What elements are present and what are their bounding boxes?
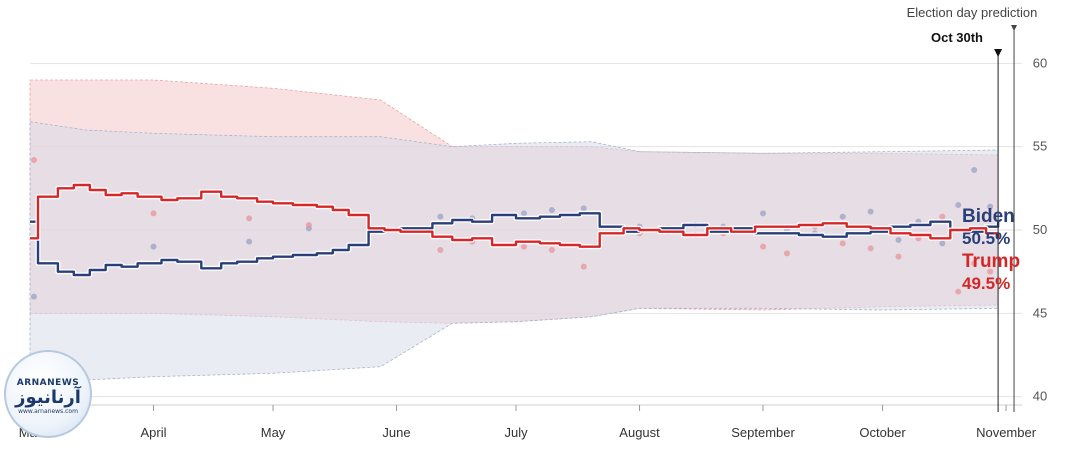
poll-dot-biden [150, 243, 157, 250]
poll-dot-trump [971, 260, 978, 267]
confidence-bands [29, 79, 999, 381]
poll-dot-biden [955, 202, 962, 208]
x-tick-label: April [140, 425, 166, 440]
poll-dot-biden [867, 208, 874, 215]
poll-dot-biden [895, 237, 902, 243]
poll-dot-biden [548, 207, 555, 213]
end-label-value-biden: 50.5% [962, 229, 1010, 248]
x-tick-label: November [976, 425, 1037, 440]
election-day-label: Election day prediction [907, 5, 1038, 20]
poll-dot-trump [760, 243, 767, 250]
poll-dot-trump [783, 250, 790, 257]
series-lines [30, 182, 1001, 278]
poll-dot-trump [580, 263, 587, 270]
poll-dot-trump [246, 215, 253, 222]
annotations: Election day prediction Oct 30th [907, 5, 1038, 45]
current-date-arrow [994, 49, 1003, 57]
poll-dot-trump [867, 245, 874, 252]
y-tick-label: 55 [1033, 139, 1047, 154]
poll-dot-biden [987, 203, 994, 210]
end-labels: Biden 50.5% Trump 49.5% [962, 206, 1020, 293]
poll-dot-biden [760, 210, 767, 217]
poll-dot-trump [895, 253, 902, 260]
x-tick-label: June [382, 425, 410, 440]
poll-dot-biden [30, 293, 37, 300]
poll-dot-trump [939, 213, 946, 220]
x-tick-label: October [859, 425, 906, 440]
current-date-label: Oct 30th [931, 30, 983, 45]
poll-dot-biden [580, 205, 587, 212]
end-label-value-trump: 49.5% [962, 274, 1010, 293]
line-trump [30, 183, 1000, 248]
poll-dot-trump [150, 210, 157, 217]
y-tick-label: 40 [1033, 389, 1047, 404]
band-biden [29, 121, 999, 381]
watermark-logo: ARNANEWS آرنانیوز www.arnanews.com [4, 350, 92, 438]
poll-dot-trump [305, 222, 312, 228]
end-label-name-trump: Trump [962, 251, 1020, 272]
y-axis-ticks: 40 45 50 55 60 [1033, 55, 1047, 403]
y-tick-label: 45 [1033, 305, 1047, 320]
poll-dot-trump [839, 240, 846, 247]
poll-dot-trump [955, 288, 962, 295]
x-axis-ticks: MarAprilMayJuneJulyAugustSeptemberOctobe… [19, 405, 1037, 440]
poll-dot-trump [987, 268, 994, 275]
x-tick-label: August [619, 425, 660, 440]
poll-dot-trump [521, 243, 528, 250]
y-tick-label: 60 [1033, 55, 1047, 70]
poll-dot-biden [437, 213, 444, 220]
end-label-name-biden: Biden [962, 206, 1015, 227]
date-markers [994, 25, 1018, 412]
poll-dot-trump [30, 157, 37, 163]
line-biden [30, 212, 1000, 277]
poll-dot-biden [839, 213, 846, 220]
election-day-arrow [1011, 25, 1018, 31]
poll-dot-trump [437, 247, 444, 253]
x-tick-label: September [731, 425, 795, 440]
poll-dot-trump [548, 247, 555, 253]
poll-dot-biden [246, 238, 253, 245]
poll-dot-biden [939, 240, 946, 247]
x-tick-label: May [261, 425, 286, 440]
poll-dot-biden [521, 210, 528, 217]
y-tick-label: 50 [1033, 222, 1047, 237]
poll-dot-biden [971, 167, 978, 173]
x-tick-label: July [504, 425, 528, 440]
